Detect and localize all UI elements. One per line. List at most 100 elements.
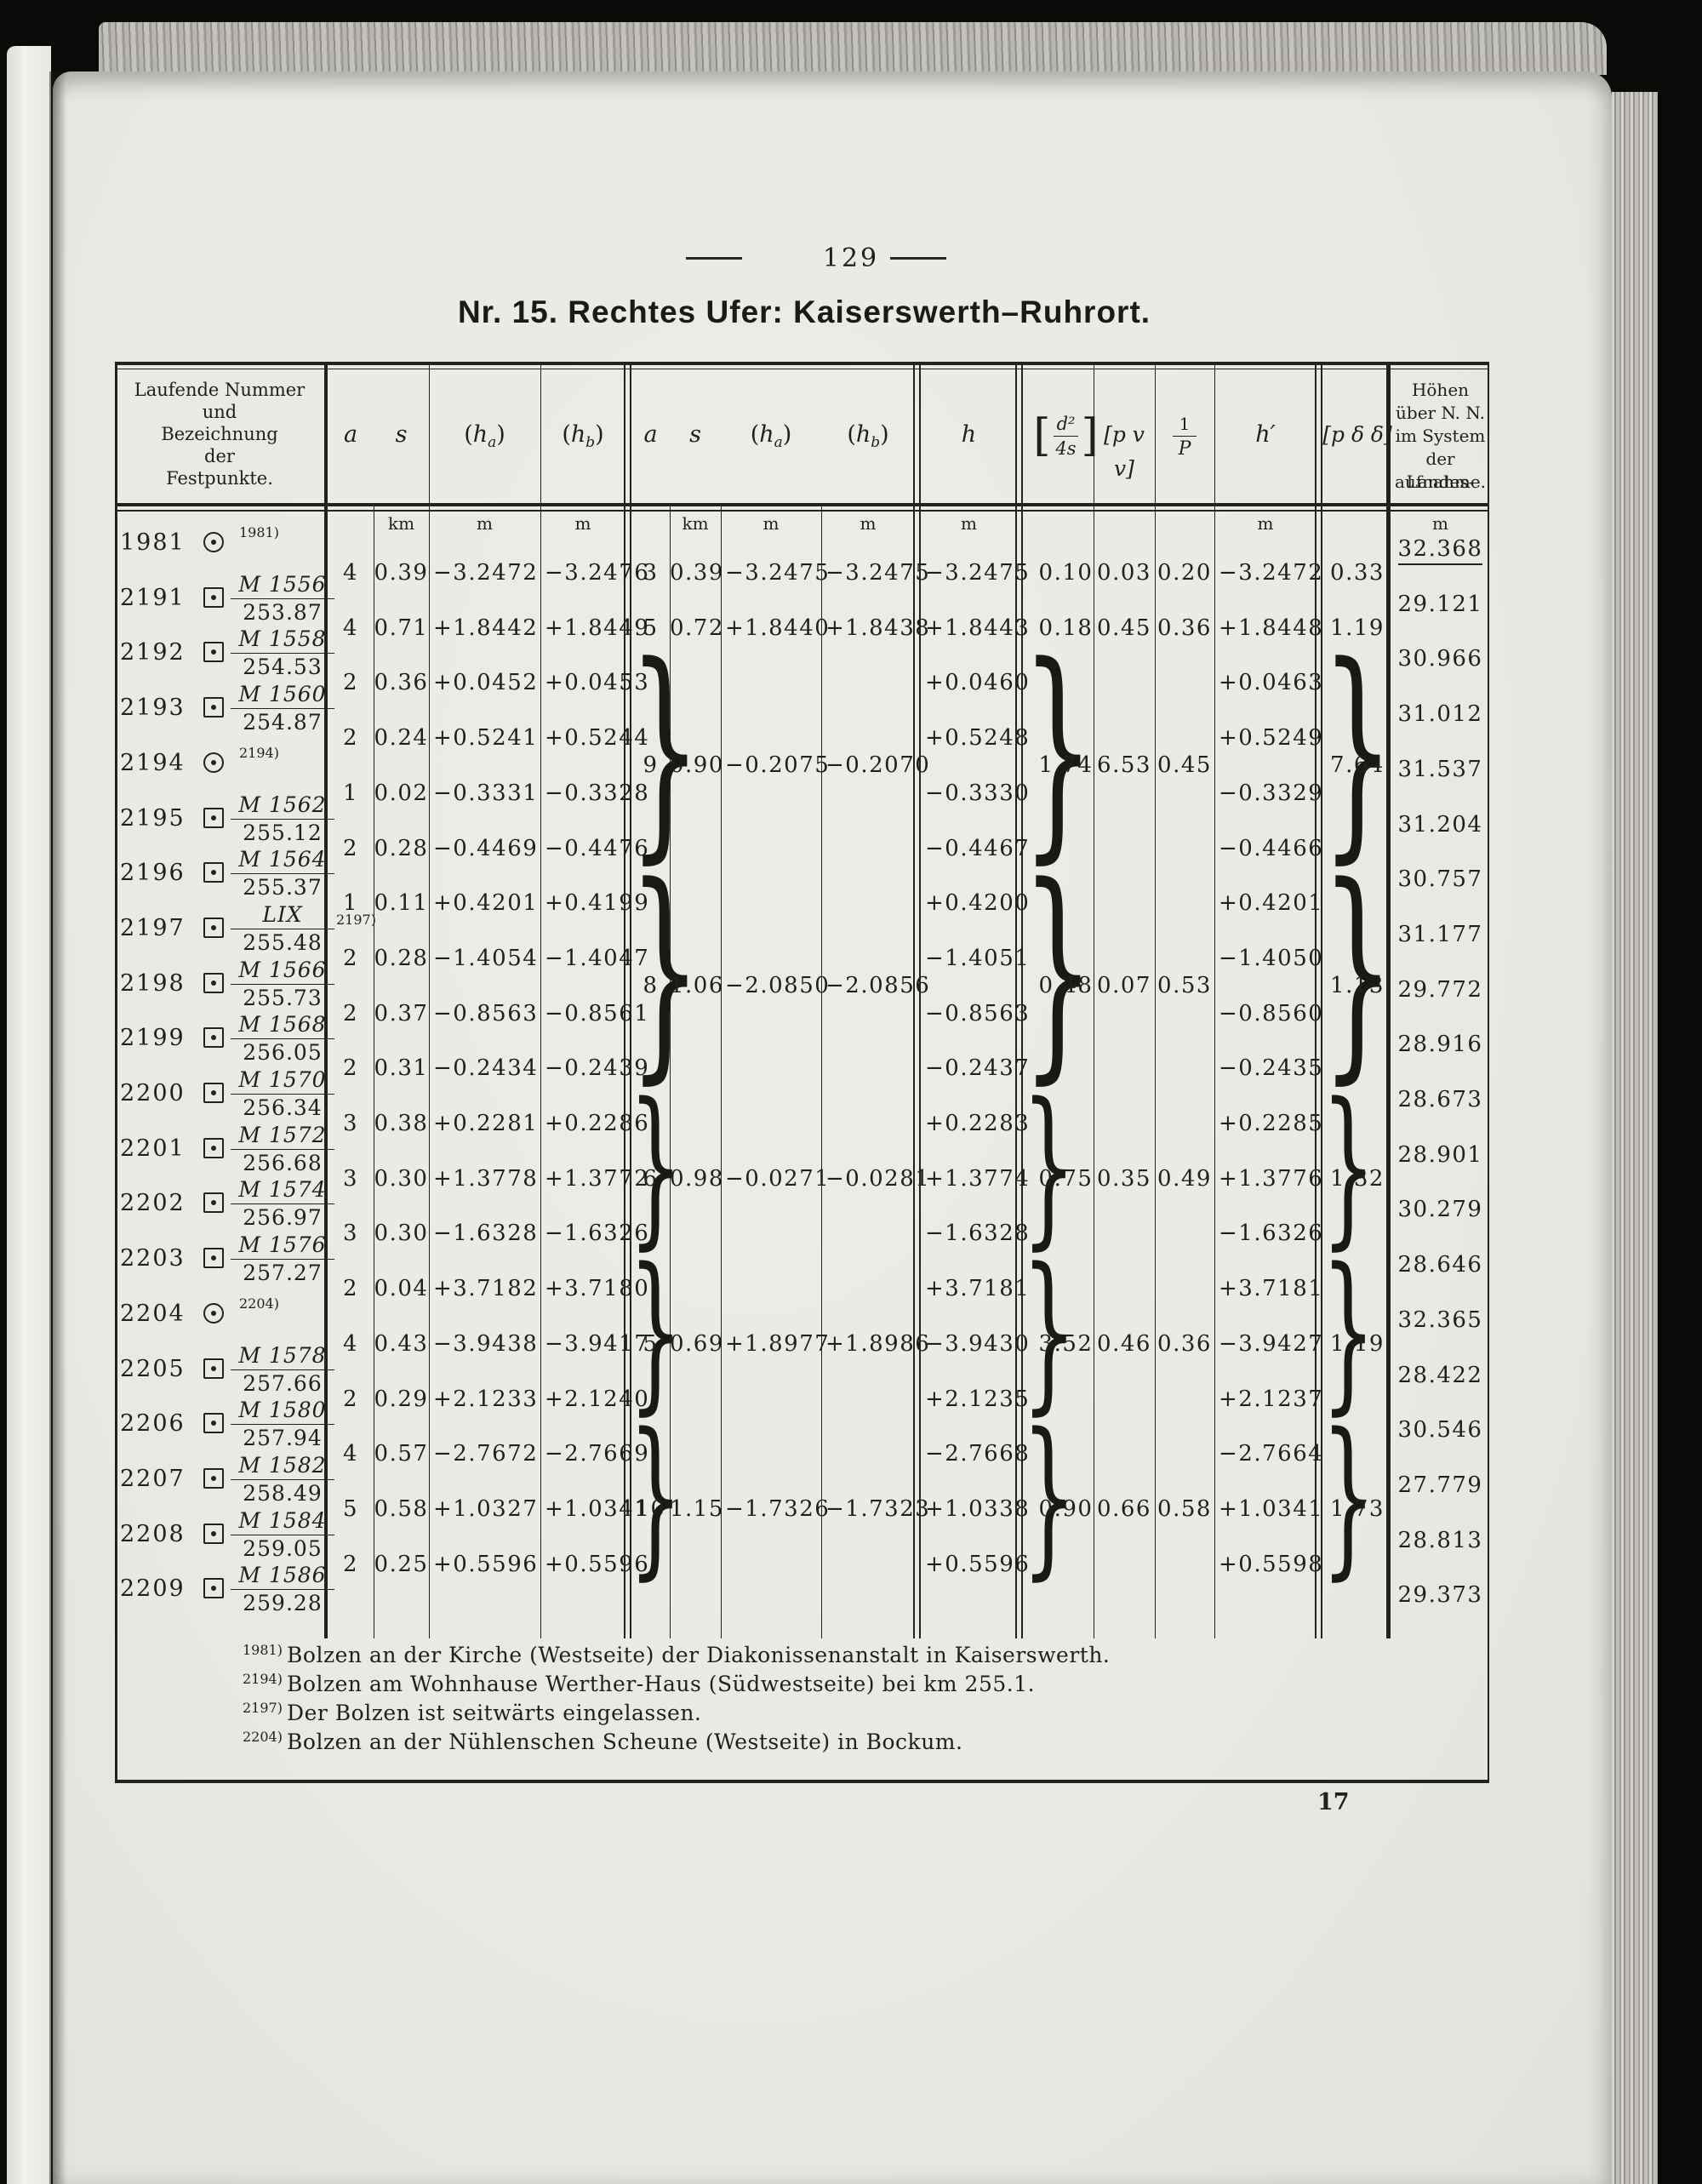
group-cell-ha2: −1.7326 <box>725 1495 831 1522</box>
cell-s1: 0.25 <box>374 1551 429 1577</box>
col-head-a1: a <box>343 421 358 448</box>
cell-ha1: +0.0452 <box>433 670 539 696</box>
cell-hoehe: 31.204 <box>1397 811 1483 838</box>
group-cell-pvv: 0.35 <box>1097 1165 1151 1192</box>
cell-s1: 0.30 <box>374 1221 429 1247</box>
cell-hb1: +0.4199 <box>545 890 650 917</box>
cell-ha1: −0.3331 <box>433 780 539 806</box>
footnote-line: 2204) Bolzen an der Nühlenschen Scheune … <box>243 1723 1306 1754</box>
facing-page-sliver <box>7 46 51 2184</box>
group-cell-invP: 0.49 <box>1157 1165 1212 1192</box>
festpunkt-number: 1981 <box>120 529 186 556</box>
cell-hb1: −0.4476 <box>545 835 650 861</box>
table-rule-vertical <box>624 362 625 1638</box>
col-head-h-prime: h′ <box>1255 421 1276 448</box>
cell-hoehe: 30.757 <box>1397 866 1483 893</box>
page-number-dash-left <box>686 257 742 260</box>
cell-hoehe: 28.646 <box>1397 1252 1483 1278</box>
table-rule-vertical <box>540 362 542 1638</box>
unit-h: m <box>961 513 977 534</box>
festpunkt-name-fraction: M 1558 254.53 <box>231 626 334 680</box>
cell-ha1: +1.0327 <box>433 1495 539 1522</box>
cell-s1: 0.29 <box>374 1386 429 1412</box>
cell-h: −0.4467 <box>925 835 1031 861</box>
table-rule-vertical <box>721 506 722 1638</box>
cell-s1: 0.43 <box>374 1330 429 1357</box>
footnote-line: 2197) Der Bolzen ist seitwärts eingelass… <box>243 1694 1306 1725</box>
cell-h-prime: +0.4201 <box>1219 890 1324 917</box>
cell-pvv: 0.45 <box>1097 615 1151 641</box>
cell-a1: 2 <box>342 1276 359 1302</box>
group-cell-pvv: 0.07 <box>1097 973 1151 999</box>
cell-hb1: +0.5244 <box>545 725 650 752</box>
cell-hoehe: 28.422 <box>1397 1362 1483 1388</box>
cell-hoehe: 28.916 <box>1397 1032 1483 1058</box>
festpunkt-number: 2193 <box>120 695 186 722</box>
cell-h: +0.4200 <box>925 890 1031 917</box>
cell-hoehe: 31.177 <box>1397 921 1483 947</box>
cell-s1: 0.02 <box>374 780 429 806</box>
festpunkt-footnote-ref: 1981) <box>239 524 279 540</box>
table-header-hoehen: aufnahme. <box>1394 472 1487 492</box>
group-cell-pdd: 1.13 <box>1330 973 1385 999</box>
cell-s1: 0.58 <box>374 1495 429 1522</box>
cell-h-prime: −3.2472 <box>1219 560 1324 586</box>
unit-hb2: m <box>860 513 877 534</box>
cell-ha2: +1.8440 <box>725 615 831 641</box>
festpunkt-number: 2200 <box>120 1080 186 1106</box>
cell-invP: 0.20 <box>1157 560 1212 586</box>
cell-hoehe: 30.966 <box>1397 646 1483 672</box>
cell-a1: 1 <box>342 780 359 806</box>
table-rule-vertical <box>919 362 921 1638</box>
table-header-festpunkte: Festpunkte. <box>166 468 273 489</box>
benchmark-square-dot-icon <box>203 1192 224 1214</box>
cell-hb1: +1.0341 <box>545 1495 650 1522</box>
col-head-s2: s <box>689 421 701 448</box>
group-cell-pvv: 0.46 <box>1097 1330 1151 1357</box>
group-cell-d4s: 1.74 <box>1038 752 1094 779</box>
unit-hoehen: m <box>1432 513 1448 534</box>
cell-a1: 2 <box>342 1551 359 1577</box>
table-rule-vertical <box>1315 362 1316 1638</box>
footnote-text: Bolzen an der Nühlenschen Scheune (Wests… <box>287 1729 963 1754</box>
table-rule-vertical <box>429 362 431 1638</box>
unit-h-prime: m <box>1257 513 1274 534</box>
col-head-hb1: (hb) <box>562 421 604 451</box>
cell-h-prime: +3.7181 <box>1219 1276 1324 1302</box>
footnotes: 1981) Bolzen an der Kirche (Westseite) d… <box>243 1636 1306 1754</box>
festpunkt-number: 2196 <box>120 860 186 887</box>
group-cell-ha2: −0.0271 <box>725 1165 831 1192</box>
cell-h: +0.5248 <box>925 725 1031 752</box>
table-header-festpunkte: Laufende Nummer <box>134 380 306 400</box>
col-head-ha1: (ha) <box>464 421 505 451</box>
cell-hoehe: 29.121 <box>1397 591 1483 617</box>
group-cell-hb2: −0.0281 <box>825 1165 931 1192</box>
cell-h-prime: −0.3329 <box>1219 780 1324 806</box>
table-header-hoehen: Höhen <box>1411 380 1470 400</box>
unit-ha1: m <box>477 513 493 534</box>
cell-h-prime: +1.8448 <box>1219 615 1324 641</box>
festpunkt-number: 2201 <box>120 1135 186 1162</box>
sheet-signature: 17 <box>1317 1789 1350 1815</box>
footnote-ref: 2197) <box>243 1700 288 1716</box>
cell-hoehe: 28.673 <box>1397 1087 1483 1112</box>
cell-ha1: +3.7182 <box>433 1276 539 1302</box>
group-cell-pdd: 7.64 <box>1330 752 1385 779</box>
benchmark-circle-dot-icon <box>203 752 224 773</box>
cell-s1: 0.11 <box>374 890 429 917</box>
festpunkt-number: 2205 <box>120 1355 186 1382</box>
table-rule-vertical <box>115 362 117 1783</box>
cell-h-prime: −1.6326 <box>1219 1221 1324 1247</box>
table-header-hoehen: der Landes- <box>1406 449 1475 492</box>
table-header-festpunkte: der <box>204 446 235 466</box>
cell-h: −0.2437 <box>925 1055 1031 1082</box>
cell-hoehe: 31.537 <box>1397 756 1483 782</box>
cell-hb1: −0.3328 <box>545 780 650 806</box>
group-cell-hb2: −2.0856 <box>825 973 931 999</box>
cell-s1: 0.04 <box>374 1276 429 1302</box>
cell-hb1: +1.3772 <box>545 1165 650 1192</box>
cell-h-prime: +0.5598 <box>1219 1551 1324 1577</box>
group-cell-d4s: 0.90 <box>1038 1495 1094 1522</box>
cell-a1: 3 <box>342 1221 359 1247</box>
cell-s1: 0.37 <box>374 1000 429 1026</box>
